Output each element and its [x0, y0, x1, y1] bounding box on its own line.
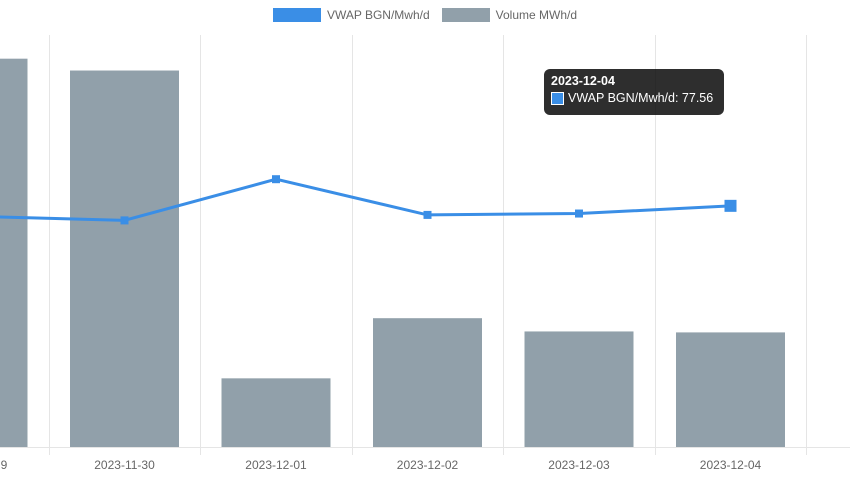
- x-tick-label: 2023-12-01: [245, 458, 307, 472]
- tooltip-color-box: [551, 91, 564, 105]
- vwap-point: [272, 175, 280, 184]
- volume-bar: [676, 332, 785, 447]
- tooltip-title: 2023-12-04: [551, 74, 615, 88]
- legend-swatch-volume: [441, 8, 490, 22]
- volume-bar: [373, 318, 482, 447]
- legend-label-vwap: VWAP BGN/Mwh/d: [326, 8, 430, 22]
- legend-swatch-vwap: [272, 8, 321, 22]
- x-tick-label: 2023-11-30: [94, 458, 155, 472]
- vwap-point: [575, 209, 583, 218]
- volume-bar: [0, 58, 28, 447]
- chart-legend: VWAP BGN/Mwh/d Volume MWh/d: [0, 8, 850, 22]
- volume-bar: [221, 378, 331, 447]
- tooltip-label: VWAP BGN/Mwh/d: 77.56: [568, 91, 714, 105]
- volume-bar: [524, 331, 634, 447]
- vwap-line: [0, 177, 731, 222]
- chart-tooltip: 2023-12-04 VWAP BGN/Mwh/d: 77.56: [544, 69, 724, 115]
- tooltip-row: VWAP BGN/Mwh/d: 77.56: [551, 91, 717, 105]
- x-tick-label: 9: [1, 458, 8, 472]
- x-tick-label: 2023-12-04: [700, 458, 762, 472]
- legend-item-vwap[interactable]: VWAP BGN/Mwh/d: [272, 8, 430, 22]
- x-tick-labels: 9 2023-11-30 2023-12-01 2023-12-02 2023-12-0…: [1, 458, 762, 472]
- x-tick-label: 2023-12-03: [548, 458, 610, 472]
- bar-layer: [0, 58, 785, 447]
- line-layer: [0, 175, 737, 225]
- vwap-point: [423, 210, 432, 219]
- volume-bar: [70, 70, 179, 447]
- legend-item-volume[interactable]: Volume MWh/d: [441, 8, 578, 22]
- grid-layer: [0, 35, 850, 455]
- vwap-point: [724, 199, 737, 212]
- legend-label-volume: Volume MWh/d: [495, 8, 578, 22]
- vwap-point: [120, 216, 129, 225]
- x-tick-label: 2023-12-02: [397, 458, 459, 472]
